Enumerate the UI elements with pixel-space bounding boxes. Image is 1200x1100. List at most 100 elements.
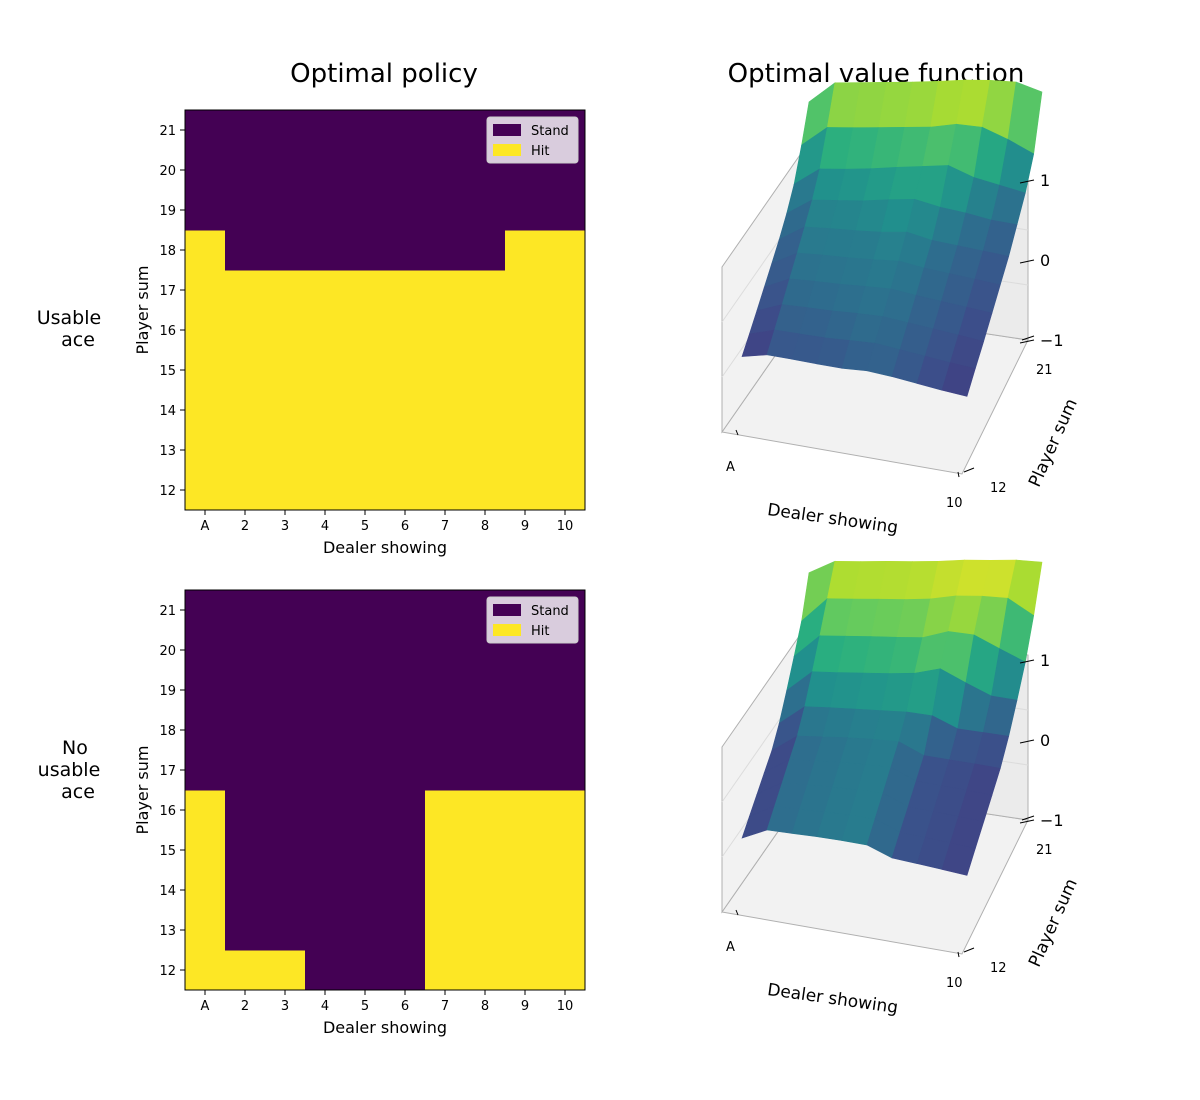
heatmap-cell	[345, 310, 386, 351]
heatmap-cell	[185, 190, 226, 231]
policy-heatmap-1: A 2 3 4 5 6 7 8 9 10 12 13 14 15 16 17 18 19 20 21 Dealer sh…	[133, 589, 586, 1037]
legend-swatch	[493, 144, 521, 156]
x-tick-label: A	[201, 519, 210, 534]
heatmap-cell	[265, 630, 306, 671]
heatmap-cell	[265, 150, 306, 191]
x-tick-label: 10	[557, 999, 574, 1014]
y-tick-label: 17	[159, 284, 176, 299]
heatmap-cell	[385, 350, 426, 391]
heatmap-cell	[465, 870, 506, 911]
heatmap-cell	[305, 670, 346, 711]
heatmap-cell	[305, 310, 346, 351]
y-tick-label: 19	[159, 204, 176, 219]
heatmap-cell	[465, 830, 506, 871]
heatmap-cell	[265, 190, 306, 231]
z-tick-label: 0	[1040, 731, 1050, 750]
heatmap-cell	[465, 390, 506, 431]
z-tick-mark	[1019, 339, 1035, 344]
policy-column-title: Optimal policy	[290, 59, 478, 89]
heatmap-cell	[305, 190, 346, 231]
heatmap-cell	[265, 590, 306, 631]
heatmap-cell	[305, 470, 346, 511]
heatmap-cell	[545, 310, 586, 351]
y-tick-label: 13	[159, 444, 176, 459]
heatmap-cell	[505, 750, 546, 791]
z-tick-mark	[1019, 819, 1035, 824]
z-tick-mark	[1019, 179, 1035, 184]
heatmap-cell	[425, 910, 466, 951]
heatmap-cell	[425, 270, 466, 311]
heatmap-cell	[505, 310, 546, 351]
heatmap-cell	[305, 630, 346, 671]
heatmap-cell	[425, 350, 466, 391]
heatmap-cell	[265, 470, 306, 511]
heatmap-cell	[545, 830, 586, 871]
surface-patch	[941, 362, 976, 397]
heatmap-cell	[505, 190, 546, 231]
heatmap-cell	[225, 310, 266, 351]
x-tick-label: 2	[241, 999, 249, 1014]
heatmap-cell	[185, 470, 226, 511]
heatmap-cell	[425, 470, 466, 511]
heatmap-cell	[305, 590, 346, 631]
heatmap-cell	[225, 630, 266, 671]
heatmap-cell	[545, 910, 586, 951]
heatmap-cell	[545, 270, 586, 311]
heatmap-cell	[385, 790, 426, 831]
heatmap-cell	[345, 790, 386, 831]
x-tick-mark	[735, 909, 739, 916]
heatmap-cell	[305, 350, 346, 391]
heatmap-cell	[545, 670, 586, 711]
heatmap-cell	[385, 670, 426, 711]
heatmap-cell	[345, 950, 386, 991]
heatmap-cell	[305, 950, 346, 991]
x-tick-label: 7	[441, 519, 449, 534]
y-tick-mark	[1021, 815, 1035, 821]
y-tick-label: 14	[159, 884, 176, 899]
heatmap-cell	[465, 910, 506, 951]
x-tick-label: 8	[481, 519, 489, 534]
heatmap-cell	[225, 270, 266, 311]
heatmap-cell	[185, 150, 226, 191]
heatmap-cell	[225, 750, 266, 791]
z-tick-label: −1	[1040, 811, 1064, 830]
heatmap-cell	[545, 870, 586, 911]
heatmap-cell	[225, 110, 266, 151]
y-tick-label: 17	[159, 764, 176, 779]
heatmap-cell	[225, 950, 266, 991]
heatmap-cell	[345, 750, 386, 791]
y-tick-label: 12	[159, 964, 176, 979]
heatmap-cell	[265, 430, 306, 471]
heatmap-cell	[225, 830, 266, 871]
heatmap-cell	[505, 830, 546, 871]
heatmap-cell	[465, 670, 506, 711]
y-tick-label: 16	[159, 324, 176, 339]
heatmap-cell	[385, 630, 426, 671]
heatmap-cell	[425, 750, 466, 791]
heatmap-cell	[345, 710, 386, 751]
heatmap-cell	[305, 710, 346, 751]
y-tick-label: 19	[159, 684, 176, 699]
heatmap-cell	[265, 910, 306, 951]
z-tick-label: 1	[1040, 171, 1050, 190]
x-tick-label: 5	[361, 519, 369, 534]
z-tick-mark	[1019, 259, 1035, 264]
heatmap-cell	[305, 110, 346, 151]
z-tick-mark	[1019, 659, 1035, 664]
heatmap-cell	[265, 270, 306, 311]
x-tick-mark	[735, 429, 739, 436]
y-tick-label: 13	[159, 924, 176, 939]
legend-swatch	[493, 124, 521, 136]
heatmap-cell	[305, 830, 346, 871]
heatmap-cell	[425, 230, 466, 271]
y-axis-label: Player sum	[133, 266, 152, 355]
heatmap-cell	[185, 950, 226, 991]
heatmap-cell	[505, 870, 546, 911]
heatmap-cell	[305, 270, 346, 311]
heatmap-cell	[225, 430, 266, 471]
heatmap-cell	[545, 750, 586, 791]
heatmap-cell	[225, 670, 266, 711]
heatmap-cell	[545, 350, 586, 391]
heatmap-cell	[465, 710, 506, 751]
